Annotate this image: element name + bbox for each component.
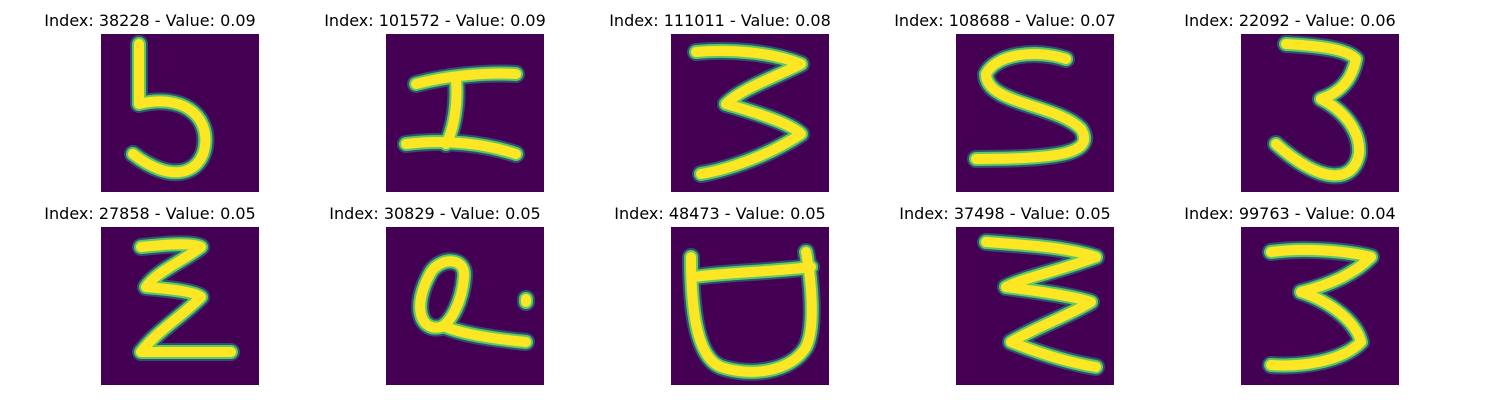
- image-panel: Index: 27858 - Value: 0.05: [0, 193, 300, 385]
- image-panel: Index: 111011 - Value: 0.08: [570, 0, 870, 192]
- digit-image: [956, 227, 1114, 385]
- digit-image: [101, 34, 259, 192]
- digit-image: [386, 227, 544, 385]
- digit-image: [1241, 227, 1399, 385]
- image-panel: Index: 30829 - Value: 0.05: [285, 193, 585, 385]
- image-panel: Index: 48473 - Value: 0.05: [570, 193, 870, 385]
- image-panel: Index: 99763 - Value: 0.04: [1140, 193, 1440, 385]
- image-panel: Index: 37498 - Value: 0.05: [855, 193, 1155, 385]
- panel-title: Index: 101572 - Value: 0.09: [324, 11, 546, 30]
- digit-image: [1241, 34, 1399, 192]
- panel-title: Index: 37498 - Value: 0.05: [899, 204, 1111, 223]
- panel-title: Index: 108688 - Value: 0.07: [894, 11, 1116, 30]
- digit-image: [956, 34, 1114, 192]
- digit-image: [671, 227, 829, 385]
- panel-title: Index: 30829 - Value: 0.05: [329, 204, 541, 223]
- image-panel: Index: 108688 - Value: 0.07: [855, 0, 1155, 192]
- panel-title: Index: 38228 - Value: 0.09: [44, 11, 256, 30]
- panel-title: Index: 22092 - Value: 0.06: [1184, 11, 1396, 30]
- digit-image: [101, 227, 259, 385]
- digit-image: [386, 34, 544, 192]
- image-panel: Index: 38228 - Value: 0.09: [0, 0, 300, 192]
- panel-title: Index: 111011 - Value: 0.08: [609, 11, 831, 30]
- panel-title: Index: 99763 - Value: 0.04: [1184, 204, 1396, 223]
- panel-title: Index: 48473 - Value: 0.05: [614, 204, 826, 223]
- panel-title: Index: 27858 - Value: 0.05: [44, 204, 256, 223]
- digit-image: [671, 34, 829, 192]
- image-panel: Index: 22092 - Value: 0.06: [1140, 0, 1440, 192]
- image-panel: Index: 101572 - Value: 0.09: [285, 0, 585, 192]
